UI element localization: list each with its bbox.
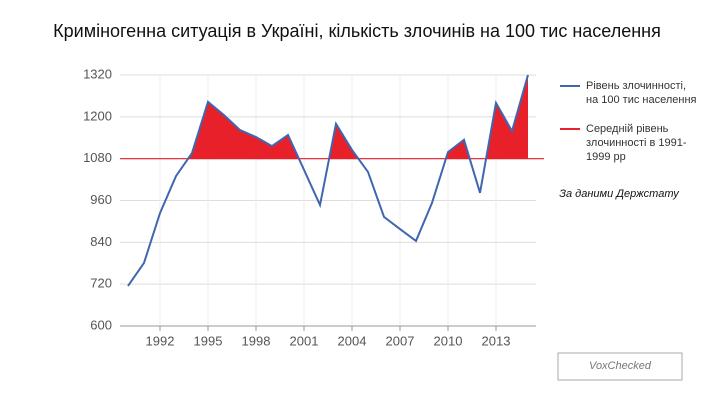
x-tick-label: 2013 <box>482 333 511 348</box>
y-tick-label: 1200 <box>83 108 112 123</box>
y-tick-label: 960 <box>90 192 112 207</box>
x-tick-label: 1992 <box>146 333 175 348</box>
y-tick-label: 720 <box>90 276 112 291</box>
annotation: За даними Держстату <box>559 188 680 200</box>
y-tick-label: 1080 <box>83 150 112 165</box>
watermark: VoxChecked <box>589 360 652 372</box>
x-tick-label: 2001 <box>290 333 319 348</box>
x-tick-label: 2010 <box>434 333 463 348</box>
y-tick-label: 1320 <box>83 66 112 81</box>
x-tick-label: 1995 <box>194 333 223 348</box>
area-above-average <box>188 75 528 159</box>
x-tick-label: 2004 <box>338 333 367 348</box>
line <box>127 74 529 287</box>
legend-entry: Середній рівень злочинності в 1991-1999 … <box>586 123 687 163</box>
x-tick-label: 1998 <box>242 333 271 348</box>
chart-title: Криміногенна ситуація в Україні, кількіс… <box>53 21 661 41</box>
y-tick-label: 600 <box>90 317 112 332</box>
watermark-box <box>557 352 683 381</box>
y-tick-label: 840 <box>90 234 112 249</box>
x-tick-label: 2007 <box>386 333 415 348</box>
legend-entry: Рівень злочинності, на 100 тис населення <box>586 80 697 106</box>
